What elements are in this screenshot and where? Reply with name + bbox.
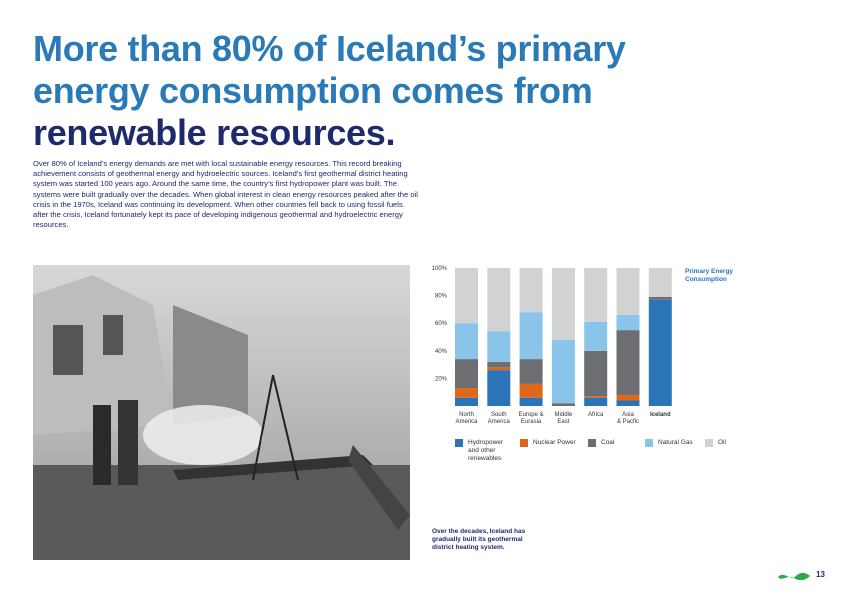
bar-segment [455,359,478,389]
y-tick-label: 20% [435,376,448,382]
bar-segment [584,350,608,397]
bar-segment [648,299,672,406]
headline-text: More than 80% of Iceland’s primary energ… [33,28,626,111]
headline-highlight: renewable resources. [33,112,396,153]
bar-segment [455,268,478,324]
legend: Hydropower and other renewables Nuclear P… [455,439,755,479]
legend-swatch [520,439,528,447]
bar-segment [616,400,640,406]
bar-segment [648,268,672,297]
y-tick-label: 40% [435,349,448,355]
legend-item: Oil [705,439,726,447]
bar-segment [519,359,543,384]
legend-label: Coal [601,439,615,446]
bar-segment [487,268,511,332]
bar-segment [648,296,672,300]
legend-label: Nuclear Power [533,439,576,446]
bar-segment [487,367,511,371]
legend-label: Natural Gas [658,439,693,446]
bar-segment [487,361,511,368]
bar-segment [584,268,608,322]
legend-swatch [455,439,463,447]
bar-segment [519,312,543,360]
bar-segment [519,397,543,406]
bar-segment [455,397,478,406]
bar-segment [487,370,511,406]
legend-swatch [645,439,653,447]
bar-segment [551,268,575,340]
bar-segment [455,323,478,360]
bar-segment [455,388,478,398]
x-tick-label: Iceland [650,412,671,418]
bar-segment [616,314,640,331]
bar-segment [551,403,575,406]
chart-title: Primary Energy Consumption [685,268,734,283]
bar-segment [584,396,608,398]
logo [778,572,810,581]
x-tick-label: North America [455,412,478,425]
bar-segment [519,268,543,313]
x-tick-label: Europe & Eurasia [519,412,544,425]
legend-item: Coal [588,439,614,447]
y-tick-label: 100% [432,266,448,272]
bar-segment [584,397,608,406]
y-tick-label: 80% [435,294,448,300]
x-tick-label: Asia & Pacfic [617,412,639,425]
y-tick-label: 60% [435,321,448,327]
legend-item: Natural Gas [645,439,693,447]
x-tick-label: Africa [588,412,604,418]
legend-swatch [588,439,596,447]
x-tick-label: Middle East [555,412,573,425]
page-number: 13 [816,570,825,579]
chart: 20% 40% 60% 80% 100% North America South America… [432,266,672,425]
legend-item: Hydropower and other renewables [455,439,503,463]
bar-segment [487,331,511,362]
photo-caption: Over the decades, Iceland has gradually … [432,528,526,551]
body-text: Over 80% of Iceland’s energy demands are… [33,159,418,230]
legend-item: Nuclear Power [520,439,576,447]
legend-swatch [705,439,713,447]
legend-label: Hydropower and other renewables [468,439,504,462]
photo [33,265,410,560]
bar-segment [616,268,640,315]
legend-label: Oil [718,439,726,446]
bar-segment [551,339,575,404]
headline: More than 80% of Iceland’s primary energ… [33,28,713,154]
bar-segment [519,383,543,398]
bar-segment [584,321,608,351]
bar-segment [616,330,640,395]
bar-segment [616,394,640,401]
x-tick-label: South America [488,412,511,425]
